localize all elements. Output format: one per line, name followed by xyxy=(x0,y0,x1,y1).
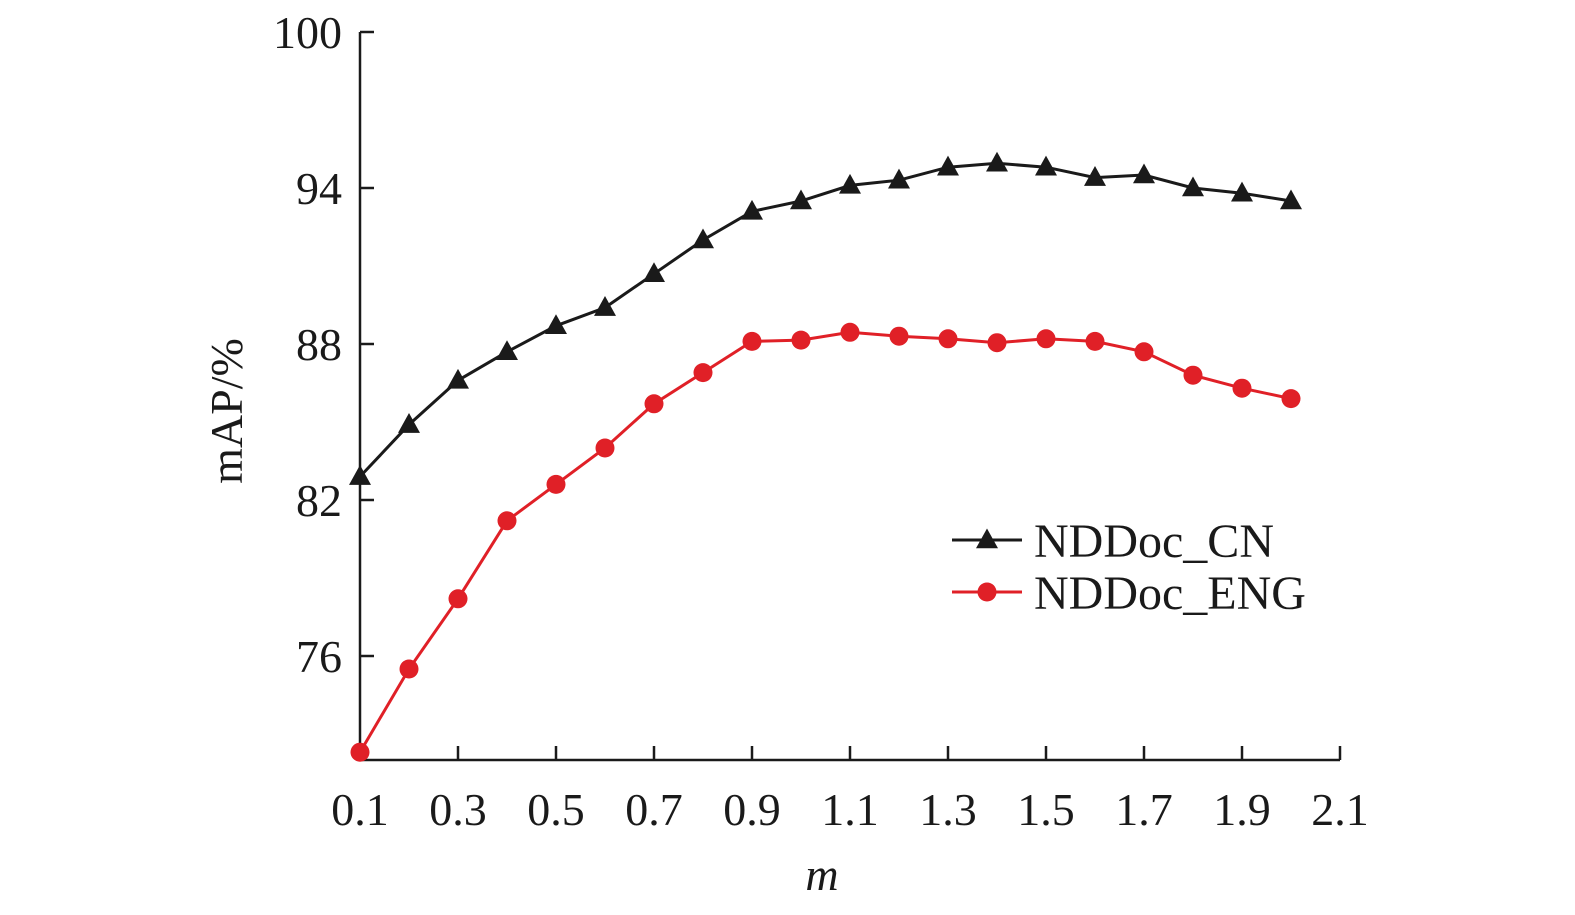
data-point-cn xyxy=(545,314,567,335)
x-tick-label: 0.7 xyxy=(625,784,683,835)
x-tick-label: 1.7 xyxy=(1115,784,1173,835)
legend-label-eng: NDDoc_ENG xyxy=(1034,567,1306,620)
data-point-cn xyxy=(692,228,714,249)
data-point-eng xyxy=(693,363,713,383)
data-point-eng xyxy=(889,326,909,346)
x-tick-label: 0.1 xyxy=(331,784,389,835)
x-tick-label: 1.1 xyxy=(821,784,879,835)
data-point-cn xyxy=(447,368,469,389)
data-point-cn xyxy=(888,168,910,189)
data-point-eng xyxy=(938,329,958,349)
data-point-eng xyxy=(1281,389,1301,409)
data-point-cn xyxy=(790,189,812,210)
x-tick-label: 0.9 xyxy=(723,784,781,835)
data-point-eng xyxy=(742,331,762,351)
y-tick-label: 76 xyxy=(296,631,342,682)
y-tick-label: 100 xyxy=(273,7,342,58)
data-point-cn xyxy=(496,340,518,361)
x-tick-label: 0.5 xyxy=(527,784,585,835)
data-point-cn xyxy=(986,151,1008,172)
x-tick-label: 1.9 xyxy=(1213,784,1271,835)
data-point-cn xyxy=(741,199,763,220)
legend-label-cn: NDDoc_CN xyxy=(1034,515,1274,568)
data-point-eng xyxy=(350,742,370,762)
data-point-cn xyxy=(1280,189,1302,210)
data-point-cn xyxy=(839,173,861,194)
data-point-eng xyxy=(399,659,419,679)
data-point-eng xyxy=(1183,365,1203,385)
legend-marker-cn xyxy=(976,528,998,549)
data-point-eng xyxy=(644,394,664,414)
data-point-eng xyxy=(1036,329,1056,349)
data-point-eng xyxy=(595,438,615,458)
data-point-cn xyxy=(349,465,371,485)
data-point-cn xyxy=(1084,166,1106,186)
x-tick-label: 1.5 xyxy=(1017,784,1075,835)
data-point-cn xyxy=(1231,181,1253,202)
data-point-eng xyxy=(1134,342,1154,362)
y-tick-label: 88 xyxy=(296,319,342,370)
x-tick-label: 1.3 xyxy=(919,784,977,835)
y-tick-label: 82 xyxy=(296,475,342,526)
data-point-cn xyxy=(1133,163,1155,184)
x-axis-title: m xyxy=(805,849,838,900)
series-line-cn xyxy=(358,161,1292,478)
data-point-cn xyxy=(1035,155,1057,176)
y-axis-title: mAP/% xyxy=(201,338,252,484)
x-tick-label: 0.3 xyxy=(429,784,487,835)
data-point-eng xyxy=(546,474,566,494)
data-point-eng xyxy=(497,511,517,531)
data-point-cn xyxy=(398,413,420,433)
data-point-cn xyxy=(643,262,665,283)
legend-marker-eng xyxy=(977,582,997,602)
data-point-cn xyxy=(1182,176,1204,197)
data-point-cn xyxy=(594,296,616,316)
data-point-eng xyxy=(1085,331,1105,351)
data-point-eng xyxy=(448,589,468,609)
x-tick-label: 2.1 xyxy=(1311,784,1369,835)
y-tick-label: 94 xyxy=(296,163,342,214)
data-point-eng xyxy=(987,333,1007,353)
data-point-eng xyxy=(840,322,860,342)
data-point-eng xyxy=(1232,378,1252,398)
data-point-eng xyxy=(791,330,811,350)
data-point-cn xyxy=(937,155,959,176)
